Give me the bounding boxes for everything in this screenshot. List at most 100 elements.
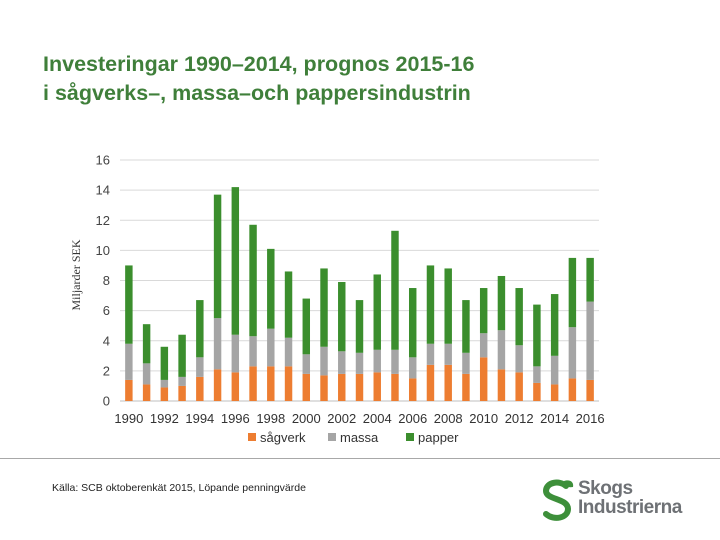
bar-sågverk-2015: [568, 378, 577, 401]
bar-massa-1999: [284, 337, 293, 367]
title-line-2: i sågverks–, massa–och pappersindustrin: [43, 81, 471, 105]
x-tick-label: 1990: [114, 411, 143, 426]
bar-papper-2009: [462, 300, 470, 353]
y-tick-label: 0: [103, 394, 110, 409]
bar-sågverk-2013: [533, 382, 541, 401]
bar-massa-2013: [533, 366, 541, 383]
bar-massa-2015: [568, 327, 577, 379]
bar-massa-2014: [550, 355, 559, 385]
bar-sågverk-2012: [515, 372, 523, 401]
bar-massa-1996: [231, 334, 240, 373]
bar-sågverk-2005: [391, 373, 399, 401]
bar-sågverk-1998: [267, 366, 275, 401]
x-tick-label: 1992: [150, 411, 179, 426]
bar-massa-2009: [462, 352, 470, 374]
y-tick-label: 10: [96, 243, 110, 258]
bar-papper-2011: [497, 275, 506, 331]
bar-sågverk-1992: [160, 387, 169, 401]
bar-sågverk-2016: [586, 379, 594, 401]
y-tick-label: 8: [103, 273, 110, 288]
bar-papper-1999: [284, 271, 293, 338]
legend-label: sågverk: [260, 430, 306, 445]
bar-massa-2012: [515, 345, 523, 373]
bar-massa-2008: [444, 343, 452, 365]
bar-massa-1995: [213, 318, 222, 370]
y-tick-label: 6: [103, 303, 110, 318]
bar-massa-1998: [267, 328, 275, 367]
x-tick-label: 2002: [327, 411, 356, 426]
legend: sågverk massa papper: [248, 430, 459, 445]
bar-massa-2006: [408, 357, 417, 379]
logo-line-2: Industrierna: [578, 497, 682, 518]
y-tick-labels: 0 2 4 6 8 10 12 14 16: [96, 153, 110, 409]
bar-massa-2003: [355, 352, 364, 374]
bar-sågverk-1990: [125, 379, 133, 401]
slide-title: Investeringar 1990–2014, prognos 2015-16…: [43, 50, 683, 108]
bar-sågverk-2010: [479, 357, 488, 401]
bar-papper-1992: [160, 346, 169, 380]
y-tick-label: 4: [103, 333, 110, 348]
x-tick-label: 2000: [292, 411, 321, 426]
bars: [125, 187, 594, 401]
bar-massa-2011: [497, 330, 506, 370]
bar-papper-1994: [196, 300, 204, 358]
bar-papper-1996: [231, 187, 240, 335]
bar-sågverk-2007: [426, 364, 435, 401]
bar-massa-2005: [391, 349, 399, 374]
bar-papper-2002: [338, 282, 346, 352]
bar-massa-2004: [373, 349, 381, 373]
x-tick-label: 2010: [469, 411, 498, 426]
x-tick-label: 2008: [434, 411, 463, 426]
bar-sågverk-2009: [462, 373, 470, 401]
y-tick-label: 16: [96, 153, 110, 168]
bar-massa-1993: [178, 376, 186, 386]
bar-papper-1991: [142, 324, 151, 364]
bar-papper-1997: [249, 224, 257, 337]
bar-sågverk-2001: [320, 375, 328, 401]
bar-papper-2006: [408, 288, 417, 358]
bar-papper-1998: [267, 248, 275, 329]
y-tick-label: 14: [96, 183, 110, 198]
bar-massa-1994: [196, 357, 204, 377]
x-tick-label: 2016: [576, 411, 605, 426]
bar-papper-1993: [178, 334, 186, 377]
bar-papper-2010: [479, 288, 488, 334]
title-line-1: Investeringar 1990–2014, prognos 2015-16: [43, 52, 475, 76]
x-tick-label: 2014: [540, 411, 569, 426]
legend-swatch-papper: [406, 433, 414, 441]
legend-label: papper: [418, 430, 459, 445]
bar-papper-2014: [550, 294, 559, 356]
bar-sågverk-2002: [338, 373, 346, 401]
bar-massa-1992: [160, 379, 169, 388]
logo-wordmark: Skogs Industrierna: [578, 479, 682, 517]
bar-sågverk-2004: [373, 372, 381, 401]
x-tick-label: 1994: [185, 411, 214, 426]
bar-massa-2001: [320, 346, 328, 376]
bar-sågverk-2003: [355, 373, 364, 401]
logo-line-1: Skogs: [578, 478, 633, 499]
bar-sågverk-1996: [231, 372, 240, 401]
source-note: Källa: SCB oktoberenkät 2015, Löpande pe…: [52, 482, 306, 494]
x-tick-label: 2012: [505, 411, 534, 426]
bar-sågverk-2006: [408, 378, 417, 401]
bar-sågverk-2011: [497, 369, 506, 401]
bar-sågverk-2014: [550, 384, 559, 401]
bar-sågverk-1995: [213, 369, 222, 401]
footer-divider: [0, 458, 720, 459]
bar-massa-2007: [426, 343, 435, 365]
bar-massa-1991: [142, 363, 151, 385]
legend-swatch-sågverk: [248, 433, 256, 441]
bar-massa-1997: [249, 336, 257, 367]
bar-papper-2012: [515, 288, 523, 346]
bar-papper-1995: [213, 194, 222, 319]
bar-sågverk-1999: [284, 366, 293, 401]
bar-sågverk-1991: [142, 384, 151, 401]
bar-papper-1990: [125, 265, 133, 344]
x-tick-label: 2006: [398, 411, 427, 426]
bar-papper-2005: [391, 230, 399, 350]
legend-label: massa: [340, 430, 379, 445]
bar-papper-2013: [533, 304, 541, 367]
skogsindustrierna-logo: Skogs Industrierna: [540, 478, 700, 524]
x-tick-labels: 1990 1992 1994 1996 1998 2000 2002 2004 2006 2008…: [114, 411, 604, 426]
x-tick-label: 1998: [256, 411, 285, 426]
